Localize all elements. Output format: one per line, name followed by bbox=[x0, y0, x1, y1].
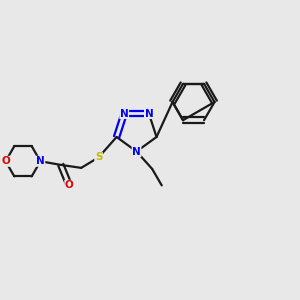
Text: O: O bbox=[65, 180, 74, 190]
Text: N: N bbox=[120, 109, 129, 118]
Text: N: N bbox=[132, 146, 141, 157]
Text: N: N bbox=[36, 156, 45, 166]
Text: O: O bbox=[1, 156, 10, 166]
Text: N: N bbox=[145, 109, 153, 118]
Text: S: S bbox=[95, 152, 102, 162]
